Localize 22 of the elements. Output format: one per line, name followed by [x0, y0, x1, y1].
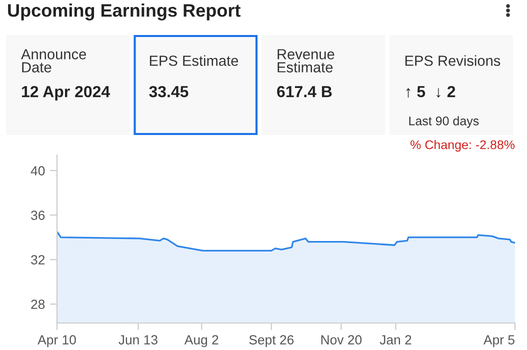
category-label: Revenue Estimate [278, 49, 334, 72]
category-label: EPS Estimate [150, 55, 238, 66]
x-tick-label: Aug 2 [184, 335, 218, 348]
x-tick-label: Jan 2 [380, 335, 412, 344]
x-tick-label: Apr 10 [38, 335, 76, 348]
text: ↑ 5 ↓ 2 [406, 86, 456, 98]
y-tick-label: 32 [31, 255, 45, 264]
x-tick-label: Sept 26 [249, 335, 294, 348]
y-tick-label: 36 [31, 210, 45, 220]
text: % Change: -2.88% [410, 140, 515, 152]
x-tick-label: Jun 13 [118, 335, 158, 344]
text: 12 Apr 2024 [22, 86, 110, 100]
text: Last 90 days [409, 116, 479, 128]
x-tick-label: Nov 20 [321, 335, 362, 344]
text: Upcoming Earnings Report [8, 4, 241, 20]
y-tick-label: 28 [31, 300, 45, 309]
x-tick-label: Apr 5 [483, 335, 514, 348]
text: 33.45 [149, 86, 188, 98]
category-label: Announce Date [21, 49, 86, 72]
y-tick-label: 40 [30, 166, 45, 176]
category-label: EPS Revisions [405, 55, 500, 66]
text: 617.4 B [277, 86, 332, 98]
